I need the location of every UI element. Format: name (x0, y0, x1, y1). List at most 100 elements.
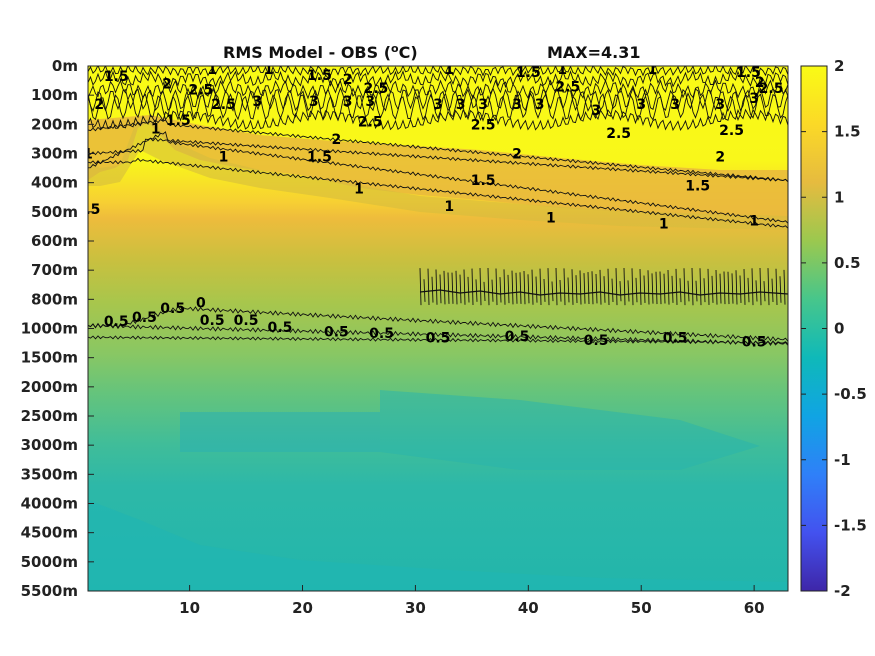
y-tick-label: 1000m (21, 320, 78, 338)
contour-label: 1 (354, 182, 364, 198)
contour-label: 1.5 (307, 68, 332, 84)
contour-line (88, 131, 788, 224)
x-tick-label: 40 (518, 599, 539, 617)
x-tick-label: 10 (179, 599, 200, 617)
warm-plume-left-fade (88, 118, 788, 230)
contour-line (88, 108, 788, 132)
contour-label: 2.5 (555, 79, 580, 95)
contour-label: 1.5 (685, 179, 710, 195)
noisy-contour-spikes (419, 267, 786, 306)
deep-cool-patch (180, 412, 380, 452)
y-tick-label: 300m (31, 145, 78, 163)
contour-line (88, 305, 788, 342)
colorbar-tick-label: 0.5 (834, 254, 861, 272)
contour-label: 3 (478, 97, 488, 113)
contour-label: 1 (83, 147, 93, 163)
contour-line (88, 69, 788, 89)
colorbar-tick-label: 0 (834, 320, 844, 338)
contour-label: 3 (715, 97, 725, 113)
y-tick-label: 600m (31, 232, 78, 250)
colorbar-tick-label: -2 (834, 582, 851, 600)
y-tick-label: 4500m (21, 524, 78, 542)
contour-label: 1 (444, 62, 454, 78)
y-tick-label: 2500m (21, 407, 78, 425)
warm-plume-left (88, 115, 788, 218)
contour-label: 1 (749, 214, 759, 230)
abyssal-layer (88, 500, 788, 591)
contour-label: 1.5 (104, 69, 129, 85)
contour-label: 2 (94, 97, 104, 113)
contour-label: 0.5 (76, 202, 101, 218)
contour-label: 3 (636, 97, 646, 113)
contour-label: 0.5 (324, 324, 349, 340)
colorbar-tick-label: 2 (834, 57, 844, 75)
colorbar-tick-label: 1.5 (834, 123, 861, 141)
y-tick-label: 800m (31, 290, 78, 308)
plot-area: 1.5 21 1 1.5 22.51 1.5 12.51 1.522.522.52.5 3 3 3 3… (76, 62, 788, 591)
contour-label: 0.5 (663, 330, 688, 346)
contour-label: 1.5 (516, 65, 541, 81)
colorbar-tick-label: -1 (834, 451, 851, 469)
y-tick-label: 5000m (21, 553, 78, 571)
contour-label: 2.5 (759, 81, 784, 97)
x-tick-label: 60 (744, 599, 765, 617)
contour-label: 2 (343, 72, 353, 88)
contour-label: 2.5 (606, 126, 631, 142)
contour-label: 2.5 (188, 82, 213, 98)
colorbar-tick-label: 1 (834, 188, 844, 206)
noisy-band-800m (419, 289, 788, 296)
contour-label: 3 (252, 94, 262, 110)
contour-label: 3 (456, 97, 466, 113)
deep-cool-wedge (380, 390, 760, 470)
contour-lines (88, 66, 788, 347)
x-tick-label: 20 (292, 599, 313, 617)
y-tick-label: 3500m (21, 465, 78, 483)
max-label: MAX=4.31 (547, 43, 641, 62)
contour-label: 1 (207, 62, 217, 78)
y-tick-label: 2000m (21, 378, 78, 396)
x-tick-label: 50 (631, 599, 652, 617)
contour-label: 1 (444, 199, 454, 215)
contour-label: 1.5 (307, 149, 332, 165)
contour-label: 0.5 (742, 335, 767, 351)
contour-label: 1 (264, 62, 274, 78)
contour-label: 1.5 (471, 173, 496, 189)
contour-label: 2 (715, 149, 725, 165)
y-tick-label: 0m (52, 57, 78, 75)
contour-label: 0.5 (200, 313, 225, 329)
contour-label: 3 (591, 103, 601, 119)
contour-label: 1.5 (166, 113, 191, 129)
contour-line (88, 335, 788, 345)
x-axis: 10 20 30 40 50 60 (179, 585, 765, 617)
y-tick-label: 200m (31, 115, 78, 133)
contour-label: 3 (512, 97, 522, 113)
contour-label: 3 (749, 91, 759, 107)
contour-label: 3 (309, 94, 319, 110)
contour-label: 2.5 (363, 81, 388, 97)
contour-label: 0.5 (132, 310, 157, 326)
contour-line (88, 119, 788, 183)
contour-label: 0.5 (234, 313, 259, 329)
colorbar-tick-label: -1.5 (834, 516, 867, 534)
colorbar: 2 1.5 1 0.5 0 -0.5 -1 -1.5 -2 (800, 57, 867, 600)
contour-label: 3 (433, 97, 443, 113)
contour-label: 2.5 (358, 114, 383, 130)
contour-label: 1 (546, 211, 556, 227)
contour-label: 3 (365, 94, 375, 110)
contour-label: 0.5 (584, 333, 609, 349)
contour-label: 1 (648, 62, 658, 78)
contour-label: 0.5 (369, 326, 394, 342)
contour-label: 2 (755, 75, 765, 91)
y-tick-label: 500m (31, 203, 78, 221)
contour-label: 2 (332, 132, 342, 148)
contour-label: 2.5 (211, 97, 236, 113)
contour-label: 0.5 (160, 301, 185, 317)
contour-line (88, 79, 788, 100)
colorbar-tick-label: -0.5 (834, 385, 867, 403)
y-tick-label: 3000m (21, 436, 78, 454)
contour-label: 3 (343, 94, 353, 110)
contour-label: 3 (670, 97, 680, 113)
y-tick-label: 100m (31, 86, 78, 104)
y-tick-label: 700m (31, 261, 78, 279)
